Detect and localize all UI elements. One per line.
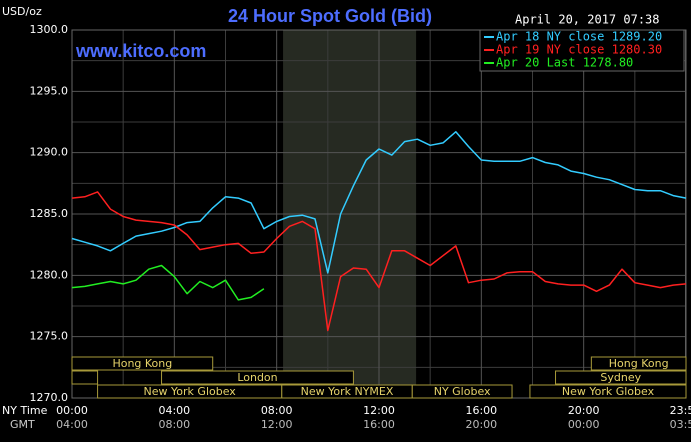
x-tick-label: 08:00 <box>261 404 293 417</box>
session-box <box>71 356 214 371</box>
series-line <box>71 191 687 332</box>
x-tick-label: 04:00 <box>158 404 190 417</box>
x-tick-label: 12:00 <box>363 404 395 417</box>
legend-label: Apr 19 NY close 1280.30 <box>496 43 662 57</box>
x2-tick-label: 04:00 <box>56 418 88 431</box>
y-tick-label: 1270.0 <box>30 391 69 404</box>
x2-tick-label: 12:00 <box>261 418 293 431</box>
session-box <box>529 384 687 399</box>
session-label: New York Globex <box>562 385 655 398</box>
x2-row-label: GMT <box>10 418 35 431</box>
x-tick-label: 20:00 <box>568 404 600 417</box>
session-label: London <box>237 371 277 384</box>
timestamp: April 20, 2017 07:38 <box>515 13 660 27</box>
session-label: NY Globex <box>434 385 491 398</box>
y-axis-label: USD/oz <box>2 5 42 18</box>
session-label: New York NYMEX <box>301 385 394 398</box>
session-label: Sydney <box>600 371 641 384</box>
x2-tick-label: 00:00 <box>568 418 600 431</box>
x2-tick-label: 20:00 <box>465 418 497 431</box>
session-box <box>161 370 354 385</box>
series-line <box>71 131 687 274</box>
session-box <box>555 370 687 385</box>
y-tick-label: 1280.0 <box>30 268 69 281</box>
y-tick-label: 1275.0 <box>30 330 69 343</box>
x2-tick-label: 08:00 <box>158 418 190 431</box>
legend-box <box>479 29 685 72</box>
x-tick-label: 16:00 <box>465 404 497 417</box>
x-row-label: NY Time <box>2 404 48 417</box>
y-tick-label: 1290.0 <box>30 146 69 159</box>
session-label: New York Globex <box>144 385 237 398</box>
session-box <box>590 356 687 371</box>
x-tick-label: 00:00 <box>56 404 88 417</box>
session-box <box>411 384 513 399</box>
session-label: Hong Kong <box>112 357 172 370</box>
watermark: www.kitco.com <box>75 41 206 61</box>
x2-tick-label: 16:00 <box>363 418 395 431</box>
y-tick-label: 1285.0 <box>30 207 69 220</box>
chart-title: 24 Hour Spot Gold (Bid) <box>228 6 432 26</box>
y-tick-label: 1295.0 <box>30 84 69 97</box>
x2-tick-label: 03:59 <box>670 418 691 431</box>
legend-label: Apr 18 NY close 1289.20 <box>496 30 662 44</box>
plot-underlay <box>71 29 687 399</box>
series-line <box>71 264 265 301</box>
legend-label: Apr 20 Last 1278.80 <box>496 56 633 70</box>
y-tick-label: 1300.0 <box>30 23 69 36</box>
session-box <box>71 370 99 385</box>
x-tick-label: 23:59 <box>670 404 691 417</box>
session-label: Hong Kong <box>609 357 669 370</box>
